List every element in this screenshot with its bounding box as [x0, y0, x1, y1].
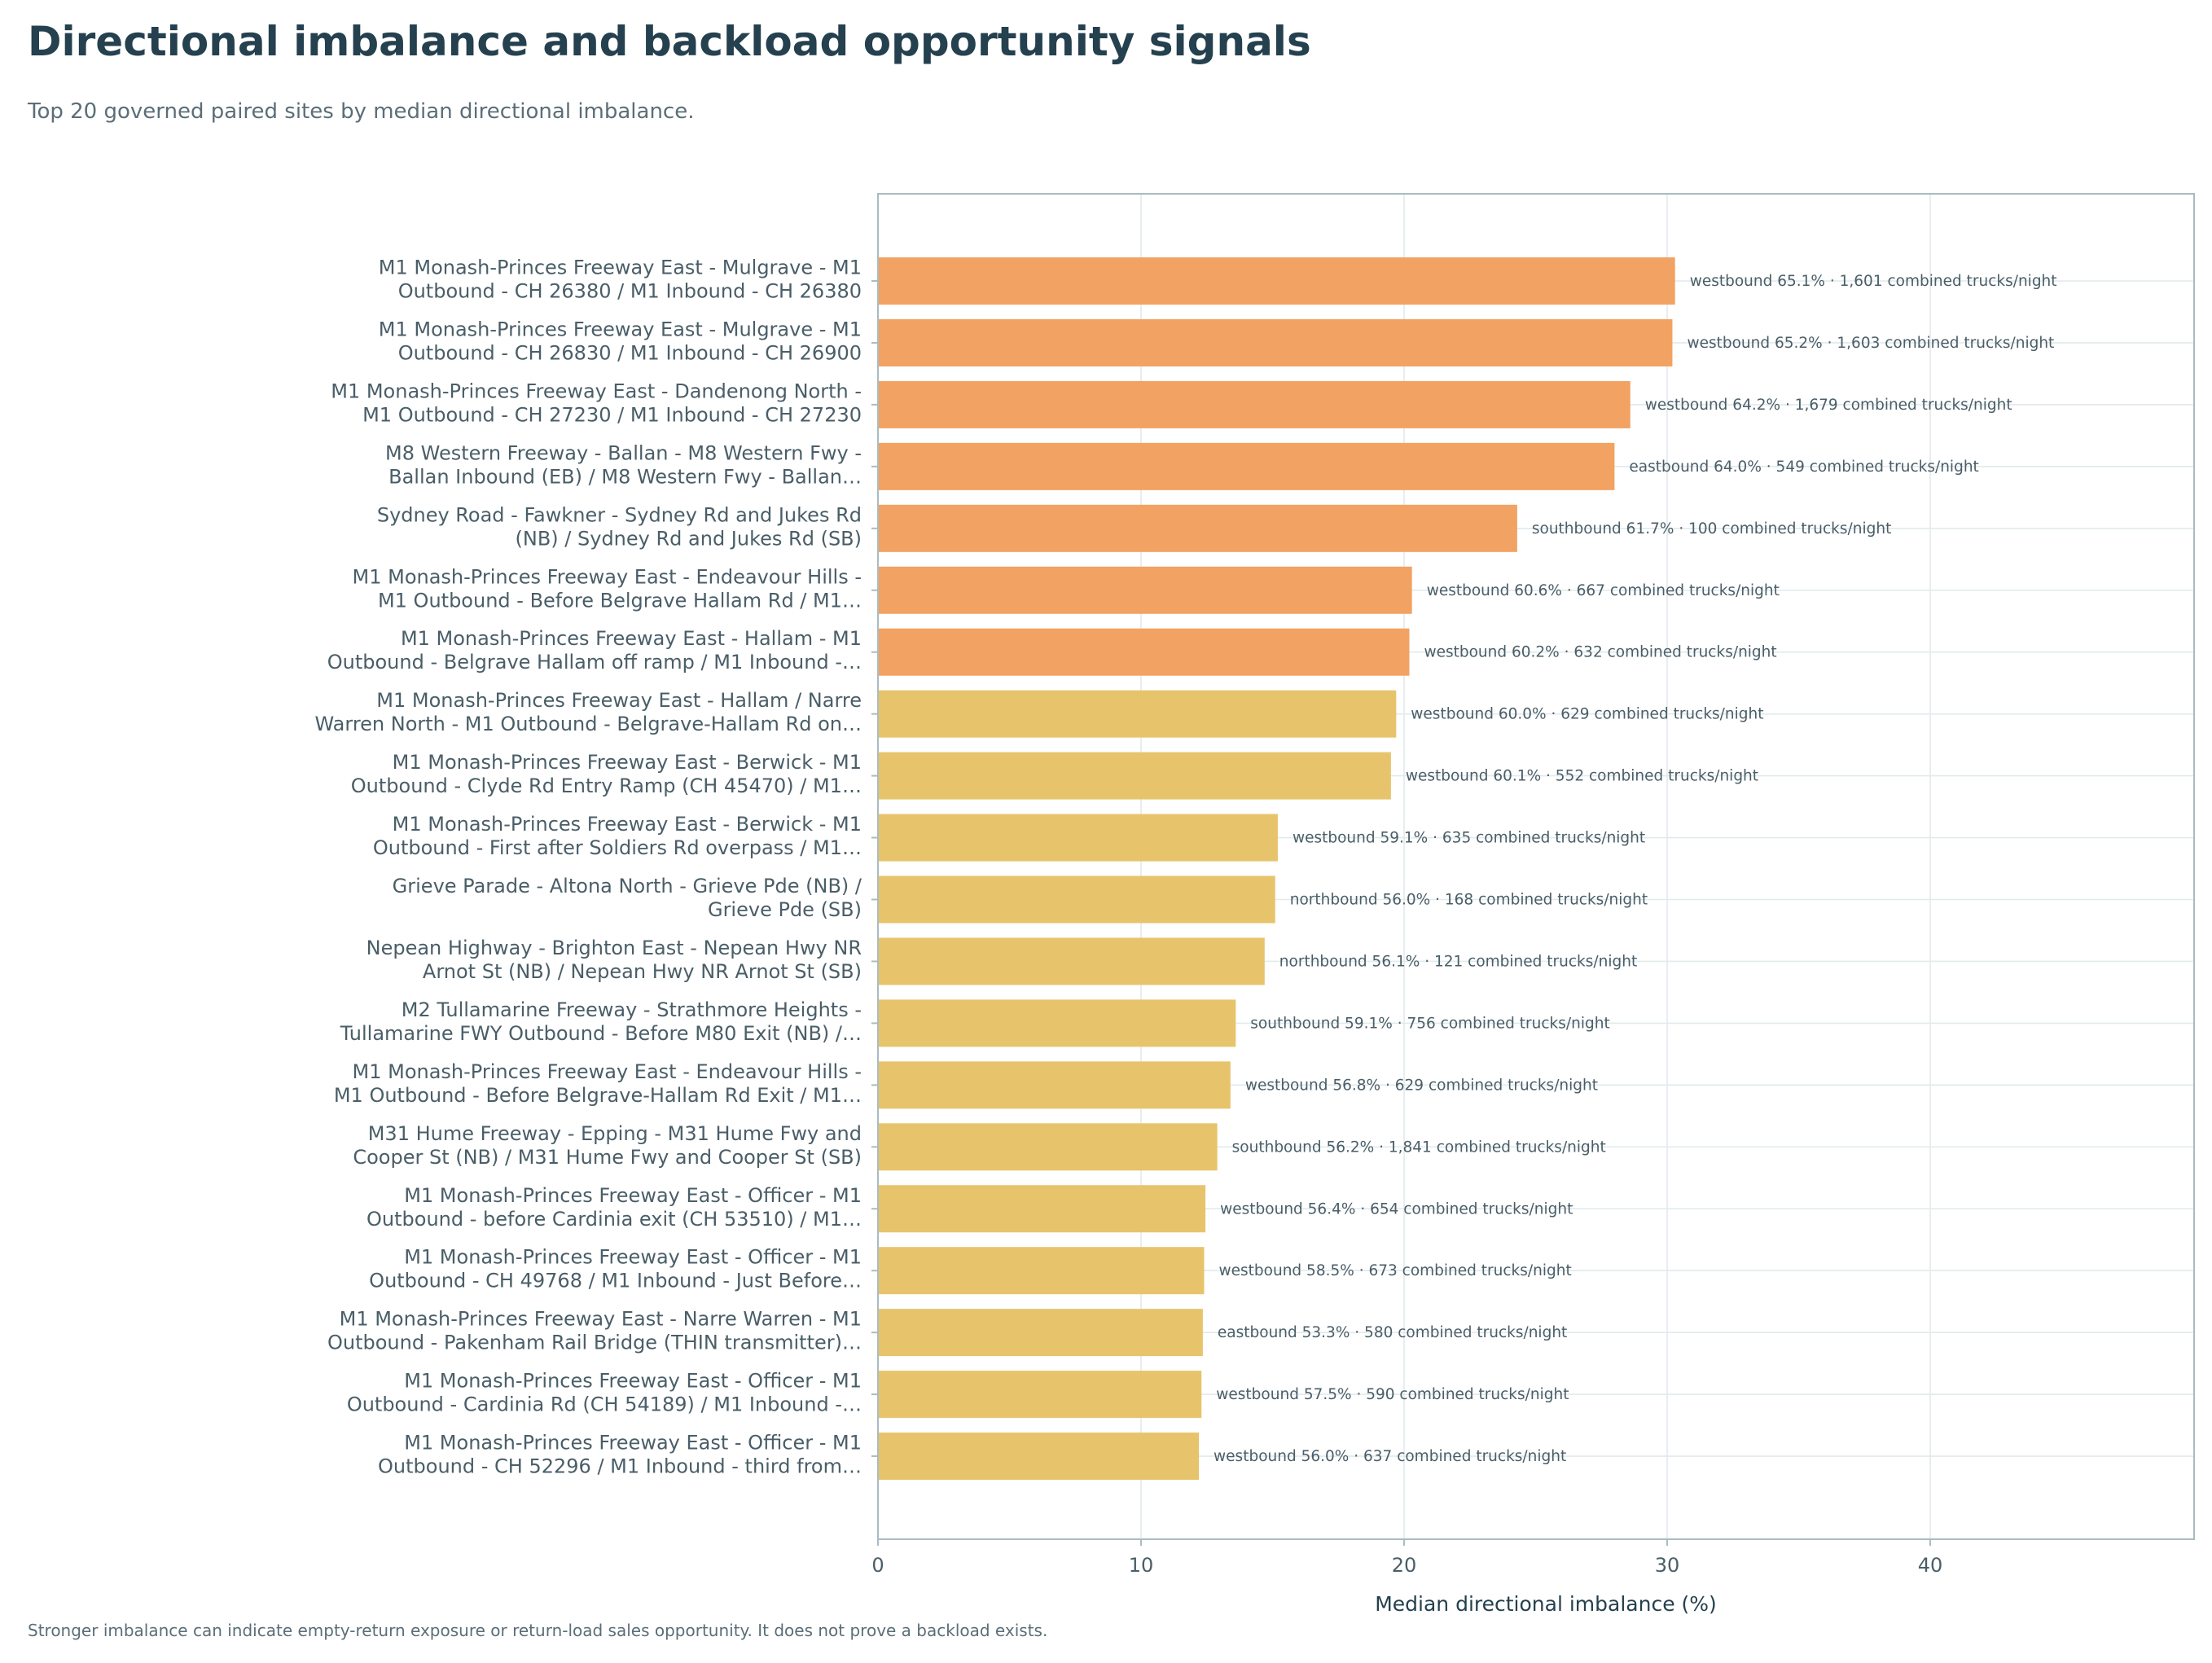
bar-value-label: westbound 56.4% · 654 combined trucks/ni…	[1220, 1200, 1573, 1218]
category-labels: M1 Monash-Princes Freeway East - Mulgrav…	[314, 257, 878, 1478]
category-label: M2 Tullamarine Freeway - Strathmore Heig…	[402, 998, 862, 1021]
bar	[878, 566, 1412, 614]
bar	[878, 875, 1275, 924]
bar-value-label: westbound 57.5% · 590 combined trucks/ni…	[1216, 1386, 1569, 1403]
bar-value-label: westbound 56.0% · 637 combined trucks/ni…	[1214, 1448, 1566, 1465]
bar-value-label: westbound 59.1% · 635 combined trucks/ni…	[1293, 830, 1645, 847]
category-label: M1 Monash-Princes Freeway East - Mulgrav…	[379, 318, 862, 340]
x-tick-label: 20	[1392, 1554, 1417, 1577]
category-label: M31 Hume Freeway - Epping - M31 Hume Fwy…	[368, 1122, 862, 1145]
bar-value-label: westbound 65.2% · 1,603 combined trucks/…	[1687, 335, 2054, 352]
category-label: M1 Outbound - CH 27230 / M1 Inbound - CH…	[362, 403, 862, 426]
bar-value-label: southbound 56.2% · 1,841 combined trucks…	[1232, 1139, 1606, 1156]
footnote: Stronger imbalance can indicate empty-re…	[28, 1621, 1048, 1640]
bar	[878, 257, 1675, 305]
bar	[878, 1123, 1218, 1171]
category-label: Outbound - Pakenham Rail Bridge (THIN tr…	[327, 1332, 862, 1354]
category-label: Outbound - Cardinia Rd (CH 54189) / M1 I…	[347, 1393, 862, 1416]
category-label: Nepean Highway - Brighton East - Nepean …	[366, 937, 862, 959]
bar-value-label: westbound 58.5% · 673 combined trucks/ni…	[1219, 1262, 1572, 1279]
category-label: M1 Outbound - Before Belgrave Hallam Rd …	[378, 589, 862, 612]
category-label: M1 Monash-Princes Freeway East - Narre W…	[340, 1308, 862, 1331]
bars: westbound 65.1% · 1,601 combined trucks/…	[878, 257, 2057, 1481]
bar	[878, 1185, 1206, 1233]
category-label: M1 Monash-Princes Freeway East - Officer…	[404, 1370, 862, 1393]
category-label: Outbound - CH 49768 / M1 Inbound - Just …	[369, 1270, 862, 1292]
bar-value-label: westbound 60.1% · 552 combined trucks/ni…	[1406, 768, 1758, 785]
x-axis-ticks: 0 10 20 30 40	[871, 1539, 1942, 1577]
category-label: Outbound - Belgrave Hallam off ramp / M1…	[327, 651, 862, 674]
chart-title: Directional imbalance and backload oppor…	[28, 18, 1311, 65]
category-label: M1 Monash-Princes Freeway East - Officer…	[404, 1184, 862, 1207]
x-tick-label: 0	[871, 1554, 884, 1577]
category-label: Sydney Road - Fawkner - Sydney Rd and Ju…	[377, 503, 862, 526]
bar-value-label: northbound 56.0% · 168 combined trucks/n…	[1290, 892, 1648, 909]
bar-value-label: eastbound 64.0% · 549 combined trucks/ni…	[1629, 459, 1978, 476]
category-label: M1 Monash-Princes Freeway East - Hallam …	[401, 627, 862, 650]
bar	[878, 690, 1397, 738]
category-label: Outbound - CH 26830 / M1 Inbound - CH 26…	[398, 341, 862, 364]
bar	[878, 318, 1673, 366]
chart-subtitle: Top 20 governed paired sites by median d…	[28, 99, 695, 124]
bar	[878, 1371, 1202, 1419]
x-axis-title: Median directional imbalance (%)	[1375, 1592, 1717, 1616]
category-label: M1 Monash-Princes Freeway East - Endeavo…	[353, 1060, 862, 1083]
category-label: M1 Monash-Princes Freeway East - Endeavo…	[353, 565, 862, 588]
category-label: Warren North - M1 Outbound - Belgrave-Ha…	[314, 713, 862, 735]
category-label: Outbound - before Cardinia exit (CH 5351…	[366, 1208, 862, 1231]
x-tick-label: 30	[1655, 1554, 1680, 1577]
bar-value-label: northbound 56.1% · 121 combined trucks/n…	[1279, 953, 1637, 970]
bar-value-label: southbound 61.7% · 100 combined trucks/n…	[1532, 520, 1891, 538]
bar-value-label: westbound 65.1% · 1,601 combined trucks/…	[1690, 273, 2057, 290]
category-label: M1 Monash-Princes Freeway East - Officer…	[404, 1246, 862, 1269]
bar	[878, 814, 1278, 862]
bar	[878, 628, 1410, 676]
bar	[878, 1061, 1231, 1109]
category-label: Grieve Parade - Altona North - Grieve Pd…	[393, 875, 862, 897]
category-label: Outbound - Clyde Rd Entry Ramp (CH 45470…	[351, 774, 862, 797]
category-label: Arnot St (NB) / Nepean Hwy NR Arnot St (…	[423, 960, 862, 983]
bar	[878, 380, 1630, 428]
category-label: Tullamarine FWY Outbound - Before M80 Ex…	[340, 1022, 862, 1045]
category-label: M1 Monash-Princes Freeway East - Dandeno…	[331, 380, 862, 402]
bar	[878, 1247, 1205, 1295]
bar-value-label: westbound 56.8% · 629 combined trucks/ni…	[1245, 1077, 1598, 1094]
bar-value-label: southbound 59.1% · 756 combined trucks/n…	[1250, 1015, 1609, 1032]
category-label: M1 Monash-Princes Freeway East - Hallam …	[376, 689, 862, 712]
category-label: Outbound - CH 26380 / M1 Inbound - CH 26…	[398, 280, 862, 303]
category-label: Outbound - CH 52296 / M1 Inbound - third…	[378, 1455, 862, 1478]
plot-frame	[877, 193, 2195, 1540]
category-label: Grieve Pde (SB)	[708, 898, 862, 921]
bar	[878, 1433, 1200, 1481]
bar	[878, 504, 1517, 552]
category-label: M1 Monash-Princes Freeway East - Berwick…	[393, 751, 862, 774]
category-label: (NB) / Sydney Rd and Jukes Rd (SB)	[516, 527, 862, 550]
bar-value-label: westbound 60.2% · 632 combined trucks/ni…	[1424, 644, 1776, 661]
category-label: M1 Monash-Princes Freeway East - Officer…	[404, 1432, 862, 1455]
category-label: M1 Outbound - Before Belgrave-Hallam Rd …	[334, 1084, 862, 1107]
category-label: Outbound - First after Soldiers Rd overp…	[373, 836, 862, 859]
bar	[878, 1309, 1203, 1357]
bar-value-label: eastbound 53.3% · 580 combined trucks/ni…	[1218, 1324, 1567, 1341]
category-label: M1 Monash-Princes Freeway East - Berwick…	[393, 813, 862, 836]
category-label: Ballan Inbound (EB) / M8 Western Fwy - B…	[388, 465, 862, 488]
bar-value-label: westbound 64.2% · 1,679 combined trucks/…	[1645, 397, 2012, 414]
x-tick-label: 40	[1918, 1554, 1943, 1577]
bar	[878, 999, 1236, 1047]
bar-value-label: westbound 60.0% · 629 combined trucks/ni…	[1411, 706, 1763, 723]
bar	[878, 442, 1615, 490]
category-label: M8 Western Freeway - Ballan - M8 Western…	[385, 441, 862, 464]
bar	[878, 752, 1391, 800]
bar	[878, 937, 1265, 985]
bar-value-label: westbound 60.6% · 667 combined trucks/ni…	[1427, 582, 1780, 599]
category-label: M1 Monash-Princes Freeway East - Mulgrav…	[379, 257, 862, 279]
x-tick-label: 10	[1129, 1554, 1154, 1577]
category-label: Cooper St (NB) / M31 Hume Fwy and Cooper…	[353, 1146, 862, 1169]
